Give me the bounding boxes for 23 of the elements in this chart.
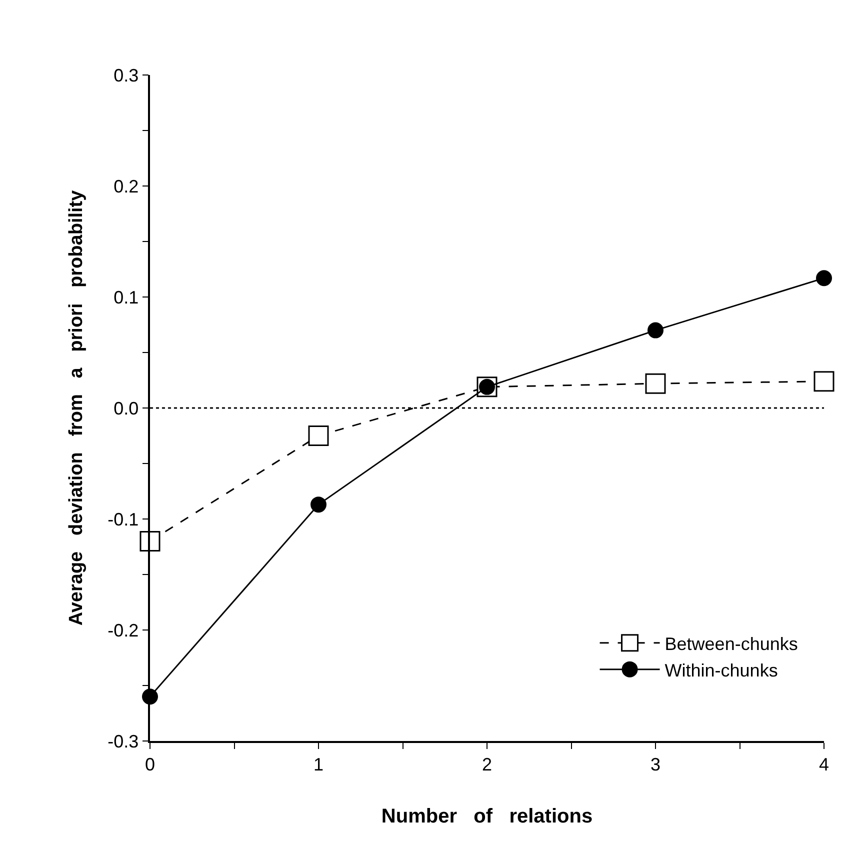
point xyxy=(648,322,664,338)
y-tick-label: -0.2 xyxy=(108,620,139,640)
point xyxy=(814,371,834,392)
y-tick-label: 0.2 xyxy=(114,176,139,196)
point xyxy=(140,530,160,552)
x-tick-label: 3 xyxy=(650,754,661,774)
point xyxy=(645,373,666,394)
legend-label: Between-chunks xyxy=(664,634,798,654)
x-tick-label: 4 xyxy=(818,754,830,774)
y-axis-title: Average deviation from a priori probability xyxy=(66,190,87,626)
point xyxy=(310,496,326,513)
x-tick-label: 2 xyxy=(482,754,492,774)
y-tick-label: 0.0 xyxy=(114,398,139,418)
y-tick-label: -0.1 xyxy=(108,509,139,530)
y-tick-label: 0.1 xyxy=(114,287,139,308)
y-tick-label: -0.3 xyxy=(108,731,139,752)
x-tick-label: 1 xyxy=(313,754,324,774)
point xyxy=(816,270,832,286)
x-tick-label: 0 xyxy=(144,754,156,774)
point xyxy=(308,426,329,446)
legend-label: Within-chunks xyxy=(664,660,778,680)
x-axis-title: Number of relations xyxy=(381,805,593,828)
y-tick-label: 0.3 xyxy=(114,65,139,86)
